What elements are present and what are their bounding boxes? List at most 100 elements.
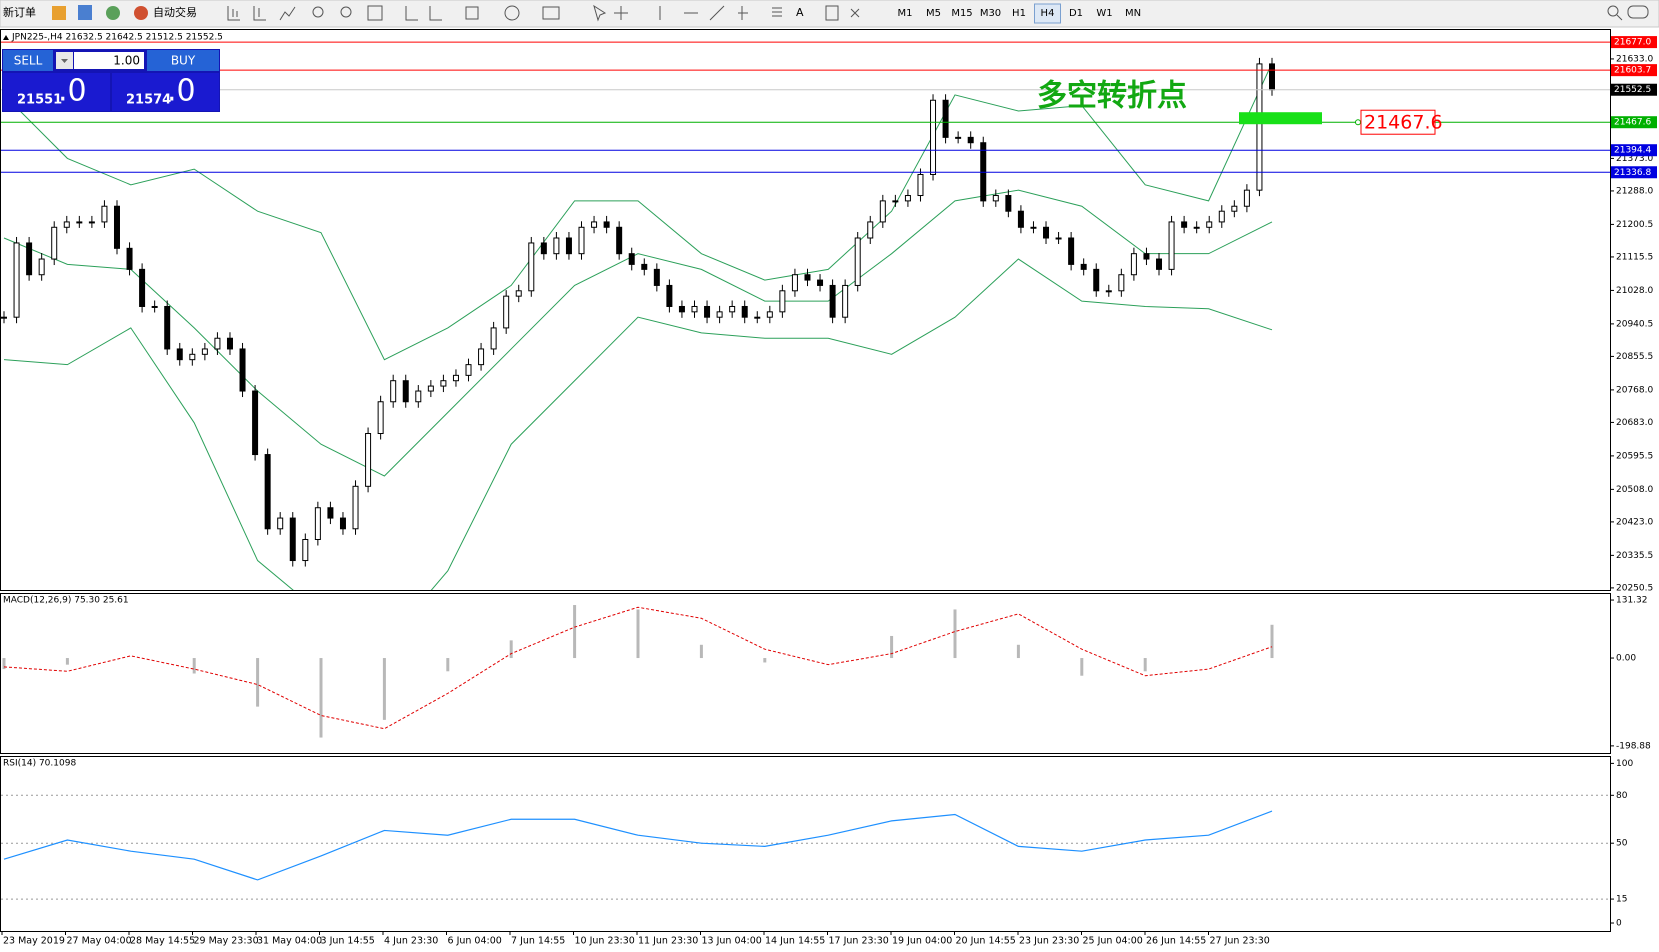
y-tick-label: 21200.5	[1616, 220, 1653, 230]
candle-body	[641, 263, 648, 270]
price-level-label: 21677.0	[1614, 38, 1651, 48]
rsi-line	[3, 810, 1273, 881]
lots-value[interactable]: 1.00	[113, 54, 140, 68]
candle-body	[691, 305, 698, 313]
panel-marker	[3, 35, 9, 40]
macd-bar	[1080, 658, 1084, 676]
price-level-box	[1611, 36, 1657, 49]
y-tick-label: 20768.0	[1616, 385, 1653, 395]
timeframe-button[interactable]: W1	[1096, 8, 1112, 19]
candle-body	[26, 242, 33, 276]
candle-body	[365, 433, 372, 487]
buy-label[interactable]: BUY	[171, 54, 196, 68]
timeframe-button[interactable]: M5	[926, 8, 941, 19]
bollinger-lower	[3, 258, 1273, 590]
candle-body	[528, 242, 535, 292]
bid-box[interactable]	[3, 73, 110, 111]
timeframe-button[interactable]: D1	[1069, 8, 1083, 19]
candle-body	[402, 380, 409, 403]
level-callout-box	[1360, 109, 1436, 135]
candle-body	[277, 517, 284, 530]
timeframe-button[interactable]: M15	[951, 8, 972, 19]
timeframe-button[interactable]: M1	[898, 8, 913, 19]
candle-body	[176, 348, 183, 361]
icon[interactable]	[134, 6, 148, 20]
y-tick-label: 0	[1616, 919, 1622, 929]
active-timeframe	[1034, 3, 1061, 24]
candle-body	[226, 337, 233, 350]
y-tick-label: 20683.0	[1616, 418, 1653, 428]
candle-body	[1080, 263, 1087, 270]
candle-body	[578, 226, 585, 255]
candle-body	[1231, 205, 1238, 212]
candle-body	[164, 305, 171, 350]
highlight-bar	[1239, 112, 1322, 125]
timeframe-button[interactable]: M30	[980, 8, 1001, 19]
dropdown-arrow	[61, 59, 68, 63]
candle-body	[1093, 268, 1100, 292]
price-level-box	[1611, 64, 1657, 77]
x-tick-label: 23 May 2019	[3, 936, 65, 947]
candle-body	[239, 348, 246, 392]
price-level-box	[1611, 144, 1657, 157]
candle-body	[904, 195, 911, 202]
candle-body	[892, 200, 899, 203]
macd-bar	[192, 658, 196, 674]
x-tick-label: 27 Jun 23:30	[1210, 936, 1270, 947]
candle-body	[1168, 221, 1175, 270]
buy-button[interactable]	[147, 50, 219, 71]
tool-icons[interactable]	[227, 4, 1649, 22]
candle-body	[917, 173, 924, 197]
candle-body	[817, 279, 824, 286]
candle-body	[1068, 237, 1075, 265]
timeframe-button[interactable]: H4	[1041, 8, 1055, 19]
macd-bar	[953, 609, 957, 659]
y-tick-label: -198.88	[1616, 741, 1651, 751]
candle-body	[992, 195, 999, 202]
candle-body	[139, 268, 146, 307]
timeframe-button[interactable]: H1	[1012, 8, 1026, 19]
candle-body	[591, 221, 598, 228]
x-tick-label: 28 May 14:55	[130, 936, 195, 947]
ask-pips: .0	[167, 74, 196, 109]
candle-body	[879, 200, 886, 223]
candle-body	[867, 221, 874, 239]
ask-box[interactable]	[112, 73, 219, 111]
candle-body	[766, 311, 773, 318]
x-tick-label: 25 Jun 04:00	[1083, 936, 1143, 947]
candle-body	[1005, 195, 1012, 212]
one-click-trading: SELL 1.00 BUY 21551 .0 21574 .0	[2, 49, 220, 112]
y-tick-label: 131.32	[1616, 596, 1648, 606]
macd-bar	[699, 644, 703, 659]
icon[interactable]	[52, 6, 66, 20]
macd-bar	[509, 640, 513, 659]
macd-bar	[65, 658, 69, 665]
auto-trading-button[interactable]: 自动交易	[153, 5, 197, 19]
y-tick-label: 21373.0	[1616, 154, 1653, 164]
candle-body	[704, 305, 711, 318]
candle-body	[741, 305, 748, 318]
price-panel	[0, 29, 1611, 591]
candle-body	[151, 305, 158, 308]
text-tool[interactable]: A	[796, 6, 804, 19]
candle-body	[113, 205, 120, 249]
candle-body	[1130, 253, 1137, 276]
candle-body	[854, 237, 861, 286]
lots-input[interactable]	[74, 52, 144, 69]
sell-label[interactable]: SELL	[14, 54, 43, 68]
icon[interactable]	[106, 6, 120, 20]
candle-body	[101, 205, 108, 223]
timeframe-button[interactable]: MN	[1125, 8, 1141, 19]
x-tick-label: 4 Jun 23:30	[384, 936, 438, 947]
price-level-label: 21603.7	[1614, 66, 1651, 76]
price-level-label: 21336.8	[1614, 168, 1651, 178]
icon[interactable]	[78, 5, 92, 20]
candle-body	[189, 353, 196, 361]
new-order-button[interactable]: 新订单	[3, 5, 36, 19]
x-tick-label: 29 May 23:30	[194, 936, 259, 947]
ask-price: 21574	[126, 93, 171, 108]
candle-body	[1243, 189, 1250, 207]
sell-button[interactable]	[3, 50, 53, 71]
candle-body	[716, 311, 723, 318]
candle-body	[38, 258, 45, 276]
